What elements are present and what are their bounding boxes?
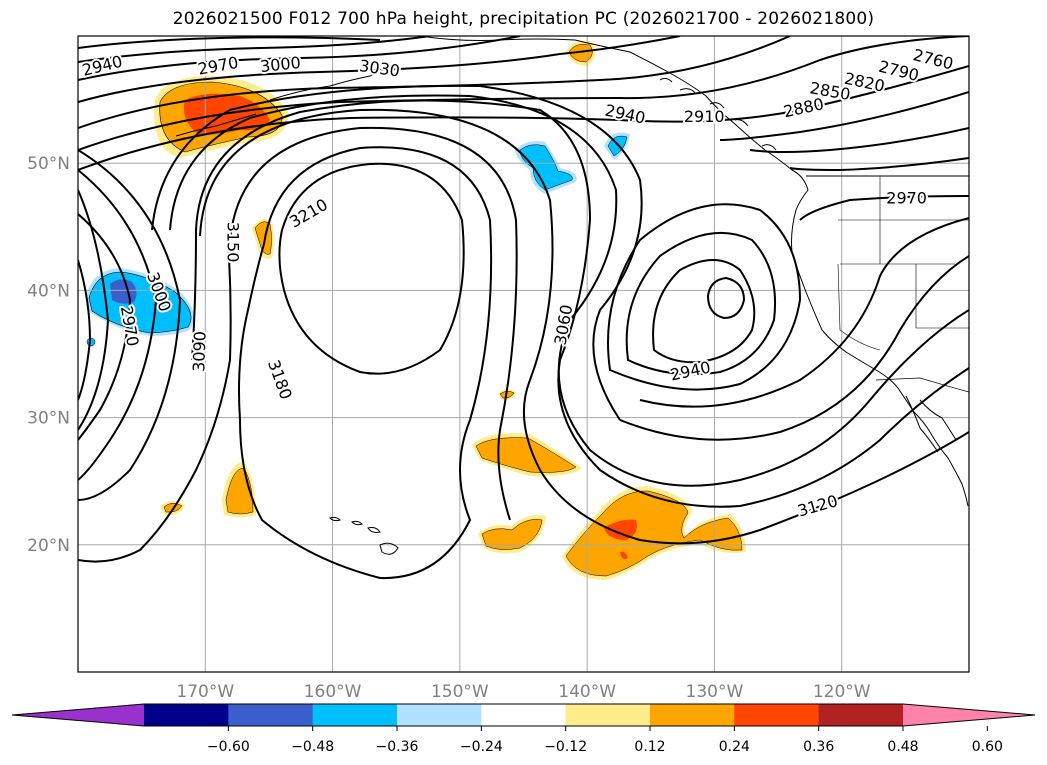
colorbar-tick-label: 0.48 xyxy=(887,739,918,755)
contour-label: 2970 xyxy=(886,189,927,208)
lat-tick-label: 30°N xyxy=(27,409,70,429)
colorbar-segment xyxy=(565,704,651,726)
lon-tick-label: 120°W xyxy=(813,682,871,702)
coastline-hawaii xyxy=(329,516,399,555)
colorbar-tick-label: −0.12 xyxy=(544,739,587,755)
lon-tick-label: 160°W xyxy=(304,682,362,702)
height-contours xyxy=(78,36,969,580)
map-title: 2026021500 F012 700 hPa height, precipit… xyxy=(172,9,875,29)
coastline-baja xyxy=(905,395,957,453)
lon-tick-label: 170°W xyxy=(176,682,234,702)
precip-shading xyxy=(86,41,746,580)
lon-tick-label: 130°W xyxy=(686,682,744,702)
border-us-mexico xyxy=(875,377,969,393)
colorbar-segment xyxy=(650,704,735,726)
lat-tick-label: 50°N xyxy=(27,154,70,174)
colorbar-extend-low xyxy=(12,704,144,726)
colorbar-tick-label: −0.36 xyxy=(376,739,419,755)
state-lines xyxy=(837,176,969,351)
contour-label: 2910 xyxy=(684,107,725,126)
precip-blob-west-core xyxy=(110,279,137,304)
colorbar-segment xyxy=(312,704,398,726)
colorbar-tick-label: 0.60 xyxy=(972,739,1003,755)
colorbar: −0.60 −0.48 −0.36 −0.24 −0.12 0.12 0.24 0.36 0.4… xyxy=(11,703,1036,755)
colorbar-segment xyxy=(228,704,314,726)
lat-tick-label: 40°N xyxy=(27,281,70,301)
lat-tick-label: 20°N xyxy=(27,536,70,556)
colorbar-tick-label: −0.24 xyxy=(460,739,503,755)
map-frame xyxy=(77,35,970,673)
contour-label: 3150 xyxy=(223,222,242,263)
lon-tick-label: 150°W xyxy=(431,682,489,702)
colorbar-tick-label: 0.24 xyxy=(719,739,750,755)
colorbar-tick-label: 0.12 xyxy=(634,739,665,755)
colorbar-tick-label: −0.60 xyxy=(207,739,250,755)
latitude-labels: 50°N 40°N 30°N 20°N xyxy=(27,154,70,556)
colorbar-segment xyxy=(818,704,904,726)
colorbar-segment xyxy=(481,704,567,726)
lon-tick-label: 140°W xyxy=(558,682,616,702)
colorbar-segment xyxy=(734,704,820,726)
colorbar-segment xyxy=(144,704,229,726)
longitude-labels: 170°W 160°W 150°W 140°W 130°W 120°W xyxy=(176,682,870,702)
colorbar-extend-high xyxy=(903,704,1035,726)
colorbar-segment xyxy=(397,704,482,726)
colorbar-tick-label: 0.36 xyxy=(803,739,834,755)
coastline-alaska xyxy=(419,36,809,211)
contour-label: 3090 xyxy=(189,331,209,372)
colorbar-outline xyxy=(11,703,1036,727)
colorbar-tick-label: −0.48 xyxy=(291,739,334,755)
